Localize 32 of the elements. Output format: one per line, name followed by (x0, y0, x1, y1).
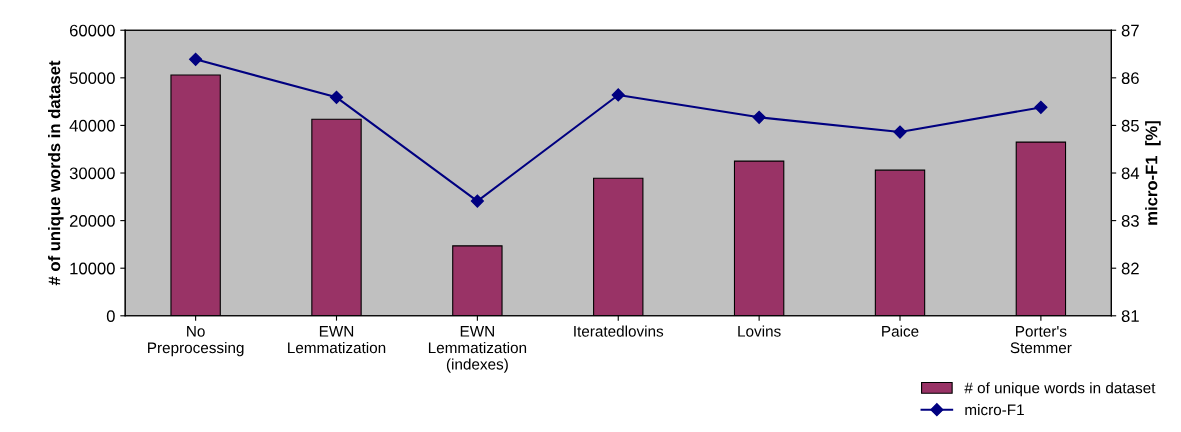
y2-tick-label: 87 (1121, 24, 1139, 37)
y-tick-label: 0 (106, 310, 115, 322)
y-tick-label: 50000 (69, 72, 115, 85)
y2-tick-label: 85 (1121, 119, 1139, 132)
y-tick-label: 60000 (69, 24, 115, 37)
y-tick-label: 10000 (70, 262, 115, 275)
point (611, 88, 625, 102)
x-tick-label: Lovins (738, 325, 781, 337)
x-tick-label: EWN Lemmatization (indexes) (428, 326, 527, 373)
x-tick-label: Iteratedlovins (574, 325, 664, 337)
point (893, 125, 907, 139)
point (329, 90, 344, 104)
x-tick-label: Paice (882, 325, 919, 337)
x-tick-label: No Preprocessing (148, 326, 244, 357)
point (470, 194, 484, 208)
y2-tick-label: 86 (1121, 72, 1139, 85)
y2-tick-label: 82 (1121, 262, 1139, 275)
legend-label: micro-F1 (965, 404, 1024, 416)
legend-label: # of unique words in dataset (964, 382, 1156, 397)
point (1034, 100, 1048, 114)
y-axis-title: # of unique words in dataset (48, 60, 64, 286)
x-tick-label: EWN Lemmatization (288, 326, 386, 354)
y-tick-label: 40000 (69, 119, 115, 132)
y2-tick-label: 81 (1121, 310, 1139, 322)
y2-tick-label: 83 (1121, 215, 1139, 227)
point (189, 52, 203, 66)
point (752, 110, 766, 124)
y-tick-label: 20000 (69, 215, 115, 227)
y2-tick-label: 84 (1121, 167, 1140, 180)
y2-axis-title: micro-F1 [%] (1145, 121, 1161, 225)
y-tick-label: 30000 (69, 167, 115, 180)
x-tick-label: Porter's Stemmer (1010, 326, 1072, 354)
